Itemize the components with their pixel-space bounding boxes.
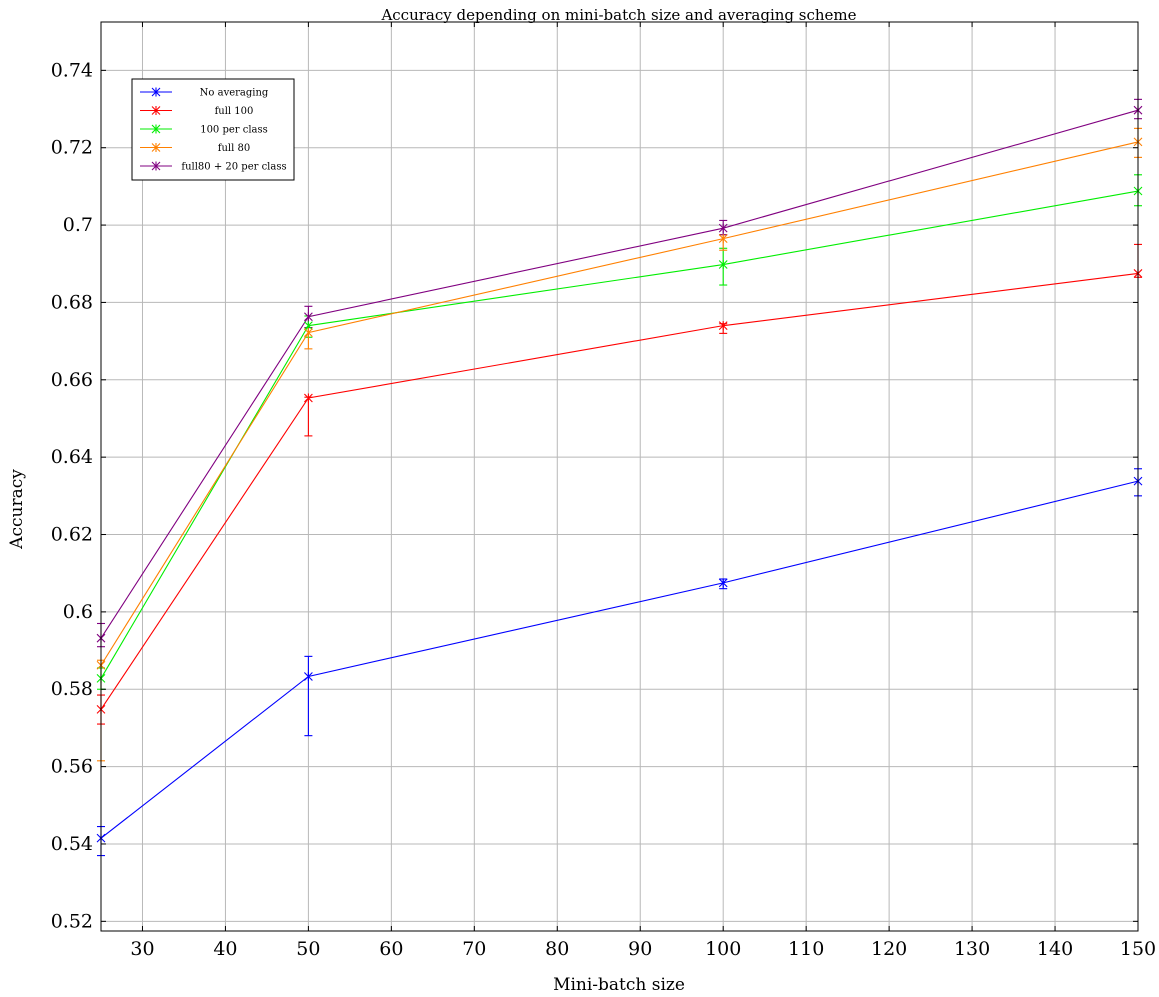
y-axis-label: Accuracy [7,469,27,550]
y-tick-label: 0.52 [51,910,93,932]
x-tick-label: 50 [296,938,320,960]
data-point-markers [96,105,1143,843]
y-tick-label: 0.62 [51,524,93,546]
x-axis-tick-labels: 30 40 50 60 70 80 90 100 110 120 130 140 150 [130,938,1156,960]
data-point-marker [718,260,728,270]
y-tick-label: 0.64 [51,446,93,468]
series-line-3 [100,141,1139,666]
y-tick-label: 0.72 [51,137,93,159]
data-point-marker [718,234,728,244]
legend-marker [151,143,161,152]
x-tick-label: 30 [130,938,154,960]
y-tick-label: 0.74 [51,59,93,81]
legend-label: full80 + 20 per class [181,162,286,173]
legend-label: full 100 [215,106,254,117]
x-tick-label: 60 [379,938,403,960]
y-tick-label: 0.66 [51,369,93,391]
x-tick-label: 140 [1037,938,1073,960]
y-axis-tick-labels: 0.52 0.54 0.56 0.58 0.6 0.62 0.64 0.66 0.68 0.7 0.… [51,59,93,932]
legend-marker [151,161,161,171]
data-point-marker [304,328,313,338]
legend-item: full 100 [140,106,253,117]
x-tick-label: 120 [871,938,907,960]
data-point-marker [718,578,728,588]
legend-marker [151,106,161,115]
axis-ticks [101,22,1139,931]
legend-item: full 80 [140,143,250,154]
x-tick-label: 110 [788,938,824,960]
plot-area-frame [100,21,1139,932]
legend-marker [151,87,161,97]
x-tick-label: 150 [1120,938,1156,960]
series-lines [100,109,1139,839]
x-axis-label: Mini-batch size [553,975,685,995]
x-tick-label: 90 [628,938,652,960]
data-point-marker [304,312,313,322]
series-line-0 [100,480,1139,839]
chart-title: Accuracy depending on mini-batch size an… [380,6,856,24]
x-tick-label: 70 [462,938,486,960]
legend: No averaging full 100 100 per class full 80… [131,78,295,181]
y-tick-label: 0.6 [63,601,93,623]
series-line-4 [100,109,1139,639]
data-point-marker [718,223,728,233]
error-bar [304,655,313,737]
error-bars [97,98,1142,857]
x-tick-label: 100 [705,938,741,960]
data-point-marker [304,671,313,681]
series-line-1 [100,272,1139,710]
y-tick-label: 0.56 [51,756,93,778]
x-tick-label: 130 [954,938,990,960]
y-tick-label: 0.54 [51,833,93,855]
legend-label: No averaging [200,88,269,99]
data-point-marker [718,321,728,331]
legend-item: full80 + 20 per class [140,161,287,173]
legend-item: 100 per class [140,124,268,136]
x-tick-label: 40 [213,938,237,960]
legend-label: 100 per class [200,125,268,136]
y-tick-label: 0.7 [63,214,93,236]
x-tick-label: 80 [545,938,569,960]
legend-item: No averaging [140,87,269,99]
series-line-2 [100,190,1139,679]
legend-marker [151,124,161,134]
y-tick-label: 0.58 [51,678,93,700]
y-tick-label: 0.68 [51,291,93,313]
data-point-marker [304,393,313,403]
legend-label: full 80 [218,143,250,154]
